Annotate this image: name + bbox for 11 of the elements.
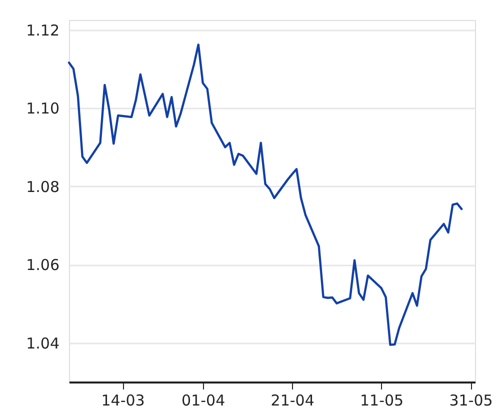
y-tick-label: 1.04: [26, 334, 60, 352]
x-tick-label: 11-05: [360, 392, 404, 410]
line-series: [68, 44, 463, 346]
y-tick-label: 1.06: [26, 256, 60, 274]
y-tick-label: 1.12: [26, 21, 60, 40]
x-tick-label: 01-04: [182, 392, 226, 410]
x-tick-label: 31-05: [449, 392, 493, 410]
y-tick-label: 1.08: [26, 178, 60, 196]
y-tick-label: 1.10: [26, 100, 60, 118]
x-tick-label: 21-04: [270, 392, 314, 410]
x-tick-label: 14-03: [101, 392, 145, 410]
